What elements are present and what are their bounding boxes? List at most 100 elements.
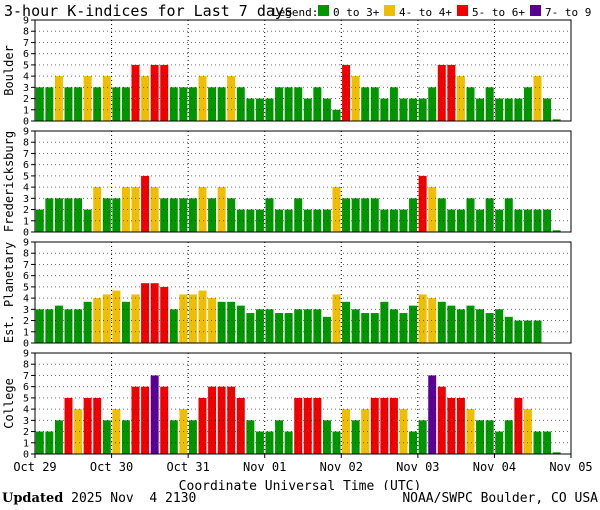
bar-p0-3 xyxy=(64,87,73,121)
bar-p0-29 xyxy=(313,87,322,121)
bar-p1-12 xyxy=(150,187,159,232)
bar-p1-40 xyxy=(418,175,427,232)
bar-p3-47 xyxy=(485,420,494,454)
y-tick-label-p3-8: 8 xyxy=(23,360,29,371)
bar-p1-14 xyxy=(169,198,178,232)
bar-p3-42 xyxy=(437,386,446,454)
y-tick-label-p3-0: 0 xyxy=(23,450,29,461)
bar-p1-13 xyxy=(160,198,169,232)
bar-p0-43 xyxy=(447,64,456,121)
bar-p2-30 xyxy=(322,316,331,343)
bar-p1-18 xyxy=(208,198,217,232)
bar-p3-13 xyxy=(160,386,169,454)
bar-p3-34 xyxy=(361,409,370,454)
bar-p1-35 xyxy=(370,198,379,232)
bar-p2-24 xyxy=(265,309,274,343)
bar-p1-4 xyxy=(74,198,83,232)
bar-p1-46 xyxy=(476,209,485,232)
bar-p3-33 xyxy=(351,420,360,454)
bar-p0-19 xyxy=(217,87,226,121)
y-axis-title-3: College xyxy=(2,378,16,429)
bar-p0-2 xyxy=(54,76,63,121)
y-tick-label-p0-1: 1 xyxy=(23,105,29,116)
bar-p2-45 xyxy=(466,305,475,343)
bar-p0-52 xyxy=(533,76,542,121)
bar-p2-15 xyxy=(179,294,188,343)
bar-p3-32 xyxy=(342,409,351,454)
bar-p2-25 xyxy=(275,313,284,343)
bar-p3-25 xyxy=(275,420,284,454)
bar-p1-49 xyxy=(504,198,513,232)
y-tick-label-p2-3: 3 xyxy=(23,305,29,316)
bar-p0-18 xyxy=(208,87,217,121)
bar-p1-31 xyxy=(332,187,341,232)
bar-p2-37 xyxy=(389,309,398,343)
bar-p2-52 xyxy=(533,320,542,343)
updated-label: Updated xyxy=(2,491,64,506)
bar-p0-37 xyxy=(389,87,398,121)
panel-frame-3 xyxy=(34,352,572,455)
bar-p0-15 xyxy=(179,87,188,121)
x-tick-label-0: Oct 29 xyxy=(13,460,56,474)
bar-p3-4 xyxy=(74,409,83,454)
bar-p0-7 xyxy=(102,76,111,121)
bar-p2-9 xyxy=(121,301,130,343)
bar-p3-40 xyxy=(418,420,427,454)
y-tick-label-p1-2: 2 xyxy=(23,205,29,216)
x-tick-label-3: Nov 01 xyxy=(243,460,286,474)
y-tick-label-p0-7: 7 xyxy=(23,38,29,49)
legend-swatch-2 xyxy=(457,5,468,16)
bar-p2-38 xyxy=(399,313,408,343)
bar-p3-29 xyxy=(313,397,322,454)
bar-p0-6 xyxy=(93,87,102,121)
bar-p3-45 xyxy=(466,409,475,454)
bar-p0-8 xyxy=(112,87,121,121)
bar-p0-11 xyxy=(141,76,150,121)
y-tick-label-p0-5: 5 xyxy=(23,60,29,71)
y-tick-label-p3-9: 9 xyxy=(23,349,29,360)
bar-p3-37 xyxy=(389,397,398,454)
bar-p3-28 xyxy=(303,397,312,454)
y-tick-label-p0-8: 8 xyxy=(23,27,29,38)
bar-p1-3 xyxy=(64,198,73,232)
y-tick-label-p2-4: 4 xyxy=(23,294,29,305)
bar-p2-14 xyxy=(169,309,178,343)
bar-p2-36 xyxy=(380,301,389,343)
bar-p1-33 xyxy=(351,198,360,232)
bar-p2-18 xyxy=(208,298,217,343)
bar-p3-12 xyxy=(150,375,159,454)
bar-p1-42 xyxy=(437,198,446,232)
bar-p0-49 xyxy=(504,98,513,121)
bar-p3-30 xyxy=(322,420,331,454)
bar-p0-42 xyxy=(437,64,446,121)
y-tick-label-p3-5: 5 xyxy=(23,393,29,404)
bar-p2-50 xyxy=(514,320,523,343)
bar-p0-21 xyxy=(236,87,245,121)
bar-p1-39 xyxy=(409,198,418,232)
bar-p2-46 xyxy=(476,309,485,343)
bar-p1-37 xyxy=(389,209,398,232)
bar-p1-16 xyxy=(188,198,197,232)
bar-p0-4 xyxy=(74,87,83,121)
x-tick-label-2: Oct 31 xyxy=(166,460,209,474)
y-tick-label-p1-8: 8 xyxy=(23,138,29,149)
y-tick-label-p1-9: 9 xyxy=(23,127,29,138)
bar-p2-29 xyxy=(313,309,322,343)
bar-p1-32 xyxy=(342,198,351,232)
bar-p2-12 xyxy=(150,283,159,343)
bar-p0-50 xyxy=(514,98,523,121)
bar-p3-21 xyxy=(236,397,245,454)
bar-p2-16 xyxy=(188,294,197,343)
bar-p0-40 xyxy=(418,98,427,121)
bar-p2-33 xyxy=(351,309,360,343)
bar-p2-2 xyxy=(54,305,63,343)
bar-p0-13 xyxy=(160,64,169,121)
bar-p2-7 xyxy=(102,294,111,343)
bar-p3-24 xyxy=(265,431,274,454)
bar-p3-54 xyxy=(552,452,561,454)
bar-p2-34 xyxy=(361,313,370,343)
bar-p2-8 xyxy=(112,290,121,343)
bar-p3-14 xyxy=(169,420,178,454)
bar-p3-1 xyxy=(45,431,54,454)
bar-p0-44 xyxy=(456,76,465,121)
